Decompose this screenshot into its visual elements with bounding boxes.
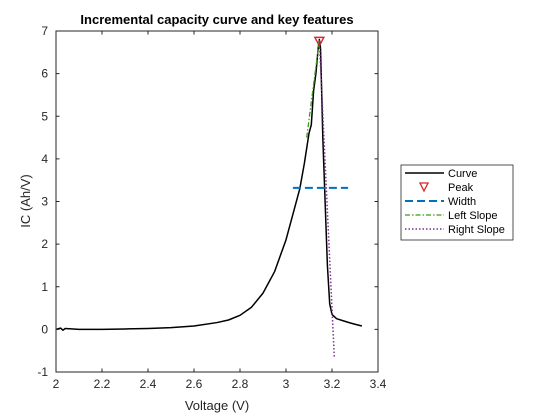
chart-title: Incremental capacity curve and key featu…: [80, 12, 353, 27]
axis-ticks: 2 2.2 2.4 2.6 2.8 3 3.2 3.4 -1 0 1 2 3 4 5 6 7: [37, 24, 386, 391]
x-tick-label: 2.6: [186, 377, 203, 391]
legend-label-curve: Curve: [448, 168, 477, 180]
x-tick-label: 3: [283, 377, 290, 391]
left-slope-line: [306, 40, 320, 138]
x-axis-label: Voltage (V): [185, 398, 249, 413]
x-tick-label: 2.4: [140, 377, 157, 391]
legend-label-left-slope: Left Slope: [448, 210, 498, 222]
y-tick-label: 7: [41, 24, 48, 38]
x-tick-label: 3.4: [370, 377, 387, 391]
x-tick-label: 3.2: [324, 377, 341, 391]
legend-label-width: Width: [448, 196, 476, 208]
plot-area: [56, 36, 363, 358]
legend: Curve Peak Width Left Slope Right Slope: [400, 164, 514, 241]
x-tick-label: 2: [53, 377, 60, 391]
y-tick-label: 1: [41, 280, 48, 294]
legend-label-right-slope: Right Slope: [448, 224, 505, 236]
curve-line: [56, 38, 363, 331]
y-tick-label: 0: [41, 322, 48, 336]
x-tick-label: 2.2: [94, 377, 111, 391]
peak-marker: [313, 36, 326, 48]
right-slope-line: [318, 40, 336, 358]
y-tick-label: 5: [41, 109, 48, 123]
y-tick-label: 6: [41, 67, 48, 81]
legend-box: [400, 164, 514, 241]
legend-swatch-peak: [418, 182, 430, 193]
y-tick-label: 2: [41, 237, 48, 251]
y-tick-label: -1: [37, 365, 48, 379]
y-tick-label: 4: [41, 152, 48, 166]
y-tick-label: 3: [41, 195, 48, 209]
y-axis-label: IC (Ah/V): [18, 174, 33, 227]
x-tick-label: 2.8: [232, 377, 249, 391]
legend-label-peak: Peak: [448, 182, 474, 194]
